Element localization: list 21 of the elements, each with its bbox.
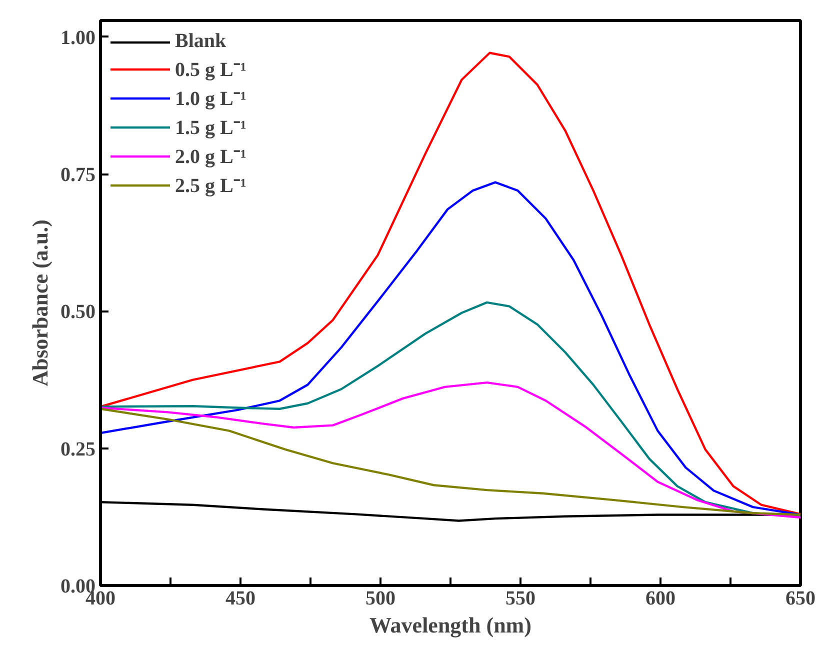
legend-label: 1.0 g L⁻¹	[175, 87, 246, 111]
legend-label: 2.5 g L⁻¹	[175, 174, 246, 198]
legend-label: Blank	[175, 30, 226, 53]
y-axis-title: Absorbance (a.u.)	[28, 220, 52, 386]
y-tick-label: 1.00	[60, 26, 96, 49]
y-tick-label: 0.75	[60, 164, 96, 186]
line-series	[100, 381, 800, 519]
x-axis-title: Wavelength (nm)	[370, 612, 532, 638]
line-series	[100, 301, 800, 518]
x-tick-label: 450	[226, 588, 256, 610]
y-tick-label: 0.25	[60, 438, 96, 460]
legend-label: 0.5 g L⁻¹	[175, 58, 246, 82]
legend-label: 2.0 g L⁻¹	[175, 145, 246, 169]
x-tick-label: 550	[506, 588, 536, 610]
y-tick-label: 0.50	[60, 301, 96, 324]
line-series	[100, 408, 800, 516]
x-tick-label: 650	[786, 588, 816, 610]
line-series	[100, 52, 800, 516]
x-tick-label: 600	[646, 588, 676, 610]
x-tick-label: 500	[366, 588, 396, 610]
legend-label: 1.5 g L⁻¹	[175, 116, 246, 140]
